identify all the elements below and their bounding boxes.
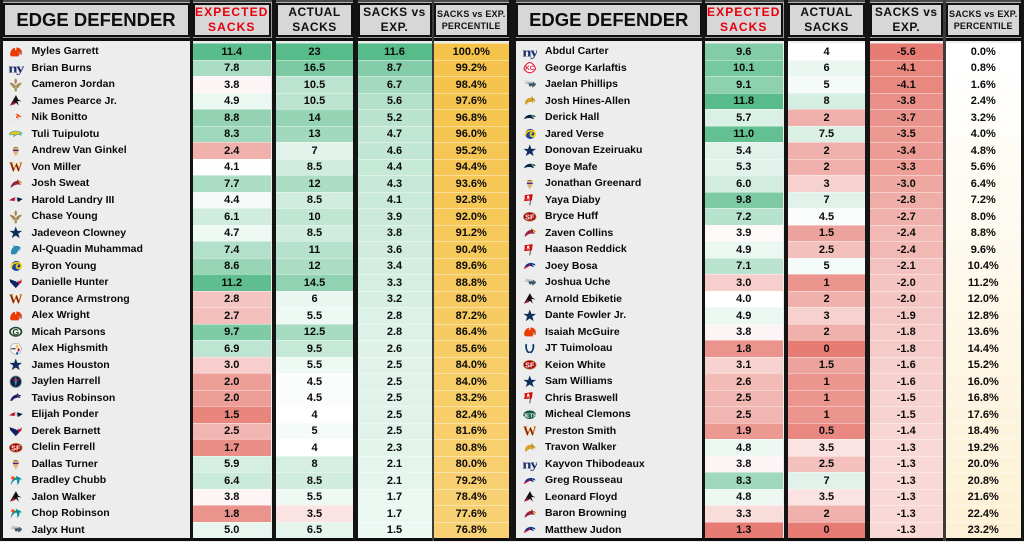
svg-text:G: G: [12, 327, 19, 337]
svg-text:W: W: [522, 424, 536, 439]
svg-text:SF: SF: [525, 361, 535, 370]
svg-text:SF: SF: [525, 212, 535, 221]
svg-text:ny: ny: [522, 458, 537, 472]
svg-text:W: W: [9, 160, 23, 175]
svg-text:SF: SF: [11, 443, 21, 452]
svg-text:KC: KC: [525, 65, 535, 72]
svg-text:W: W: [9, 292, 23, 307]
svg-text:JETS: JETS: [523, 413, 537, 419]
svg-text:ny: ny: [522, 46, 537, 60]
svg-text:ny: ny: [8, 62, 23, 76]
